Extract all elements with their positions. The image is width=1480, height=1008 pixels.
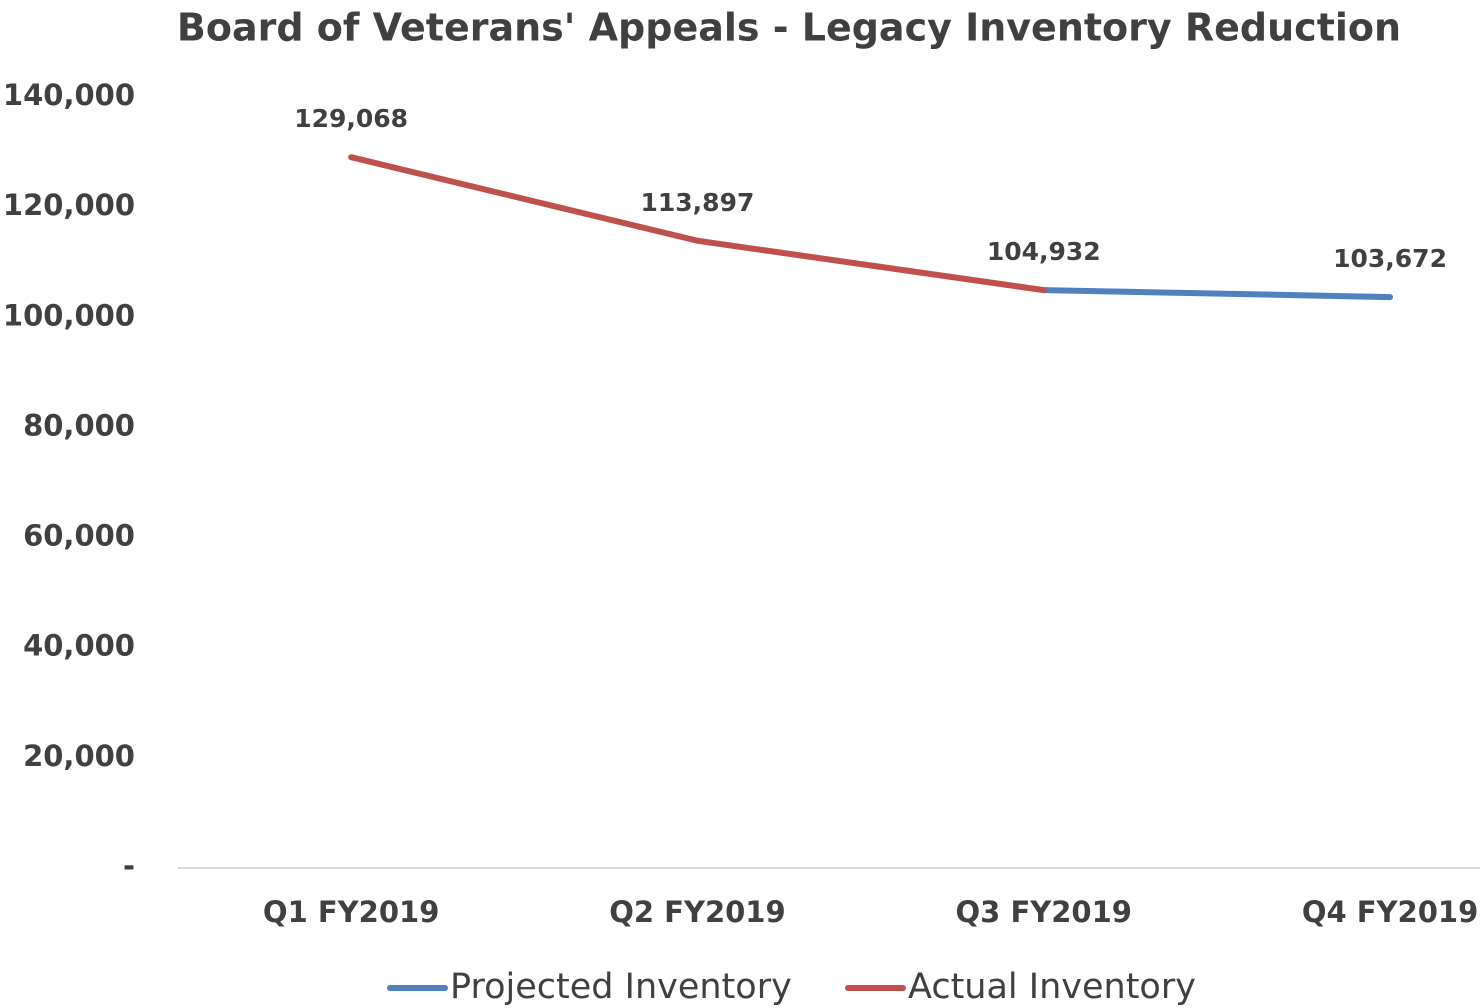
y-tick-label: -	[123, 849, 135, 883]
line	[348, 154, 1047, 294]
y-tick-label: 40,000	[23, 629, 135, 663]
y-tick-label: 80,000	[23, 408, 135, 442]
data-label: 103,672	[1333, 244, 1447, 273]
y-tick-label: 140,000	[3, 78, 135, 112]
y-tick-label: 120,000	[3, 188, 135, 222]
y-tick-label: 100,000	[3, 298, 135, 332]
y-tick-label: 60,000	[23, 519, 135, 553]
line	[1040, 287, 1394, 301]
data-label: 129,068	[294, 104, 408, 133]
legend-label: Projected Inventory	[450, 967, 792, 1007]
x-tick-label: Q4 FY2019	[1302, 895, 1478, 929]
y-tick-label: 20,000	[23, 739, 135, 773]
chart-title: Board of Veterans' Appeals - Legacy Inve…	[177, 6, 1401, 50]
x-tick-label: Q2 FY2019	[609, 895, 785, 929]
x-tick-label: Q3 FY2019	[956, 895, 1132, 929]
x-tick-label: Q1 FY2019	[263, 895, 439, 929]
data-label: 113,897	[641, 188, 755, 217]
legend-label: Actual Inventory	[908, 967, 1196, 1007]
data-label: 104,932	[987, 237, 1101, 266]
